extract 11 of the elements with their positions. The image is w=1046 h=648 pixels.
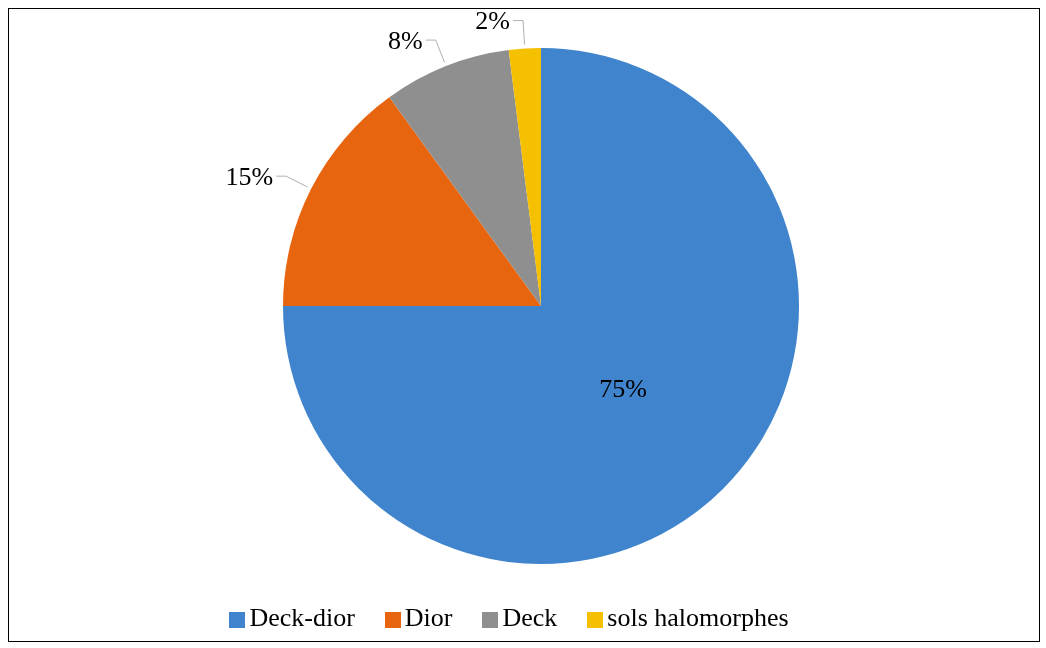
data-label: 15%	[225, 161, 274, 191]
data-label: 8%	[388, 25, 423, 55]
data-label: 2%	[475, 6, 511, 36]
legend-label: Dior	[404, 603, 453, 632]
pie-slice	[283, 48, 799, 564]
legend-label: Deck	[502, 603, 558, 632]
pie-slice	[389, 50, 541, 306]
pie-slice	[283, 97, 541, 306]
data-label: 75%	[599, 373, 647, 403]
legend-label: sols halomorphes	[607, 603, 789, 632]
legend-label: Deck-dior	[249, 603, 355, 632]
